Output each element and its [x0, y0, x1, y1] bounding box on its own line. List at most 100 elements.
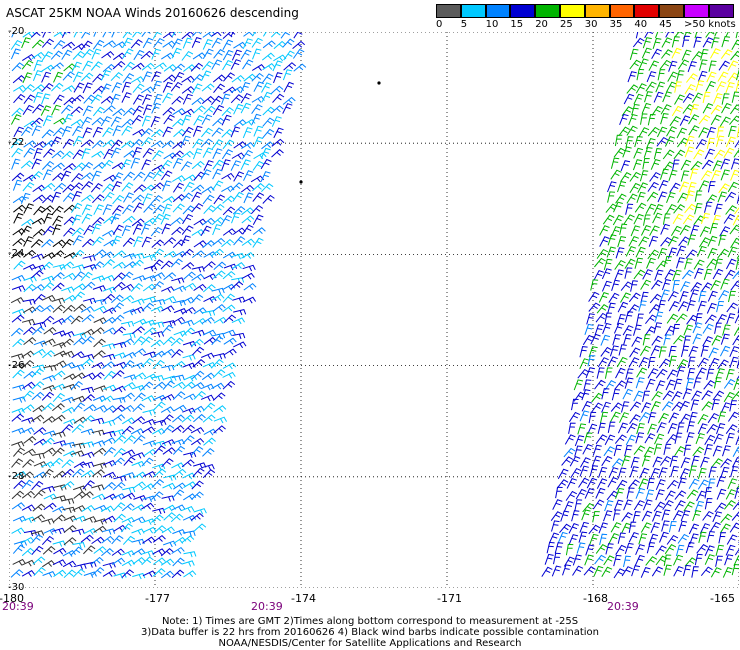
wind-barb: [212, 224, 222, 236]
wind-barb: [121, 140, 135, 149]
wind-barb: [734, 487, 739, 499]
wind-barb: [212, 303, 226, 312]
wind-barb: [72, 50, 85, 60]
wind-barb: [101, 159, 114, 170]
wind-barb: [715, 135, 725, 147]
wind-barb: [212, 74, 226, 83]
wind-barb: [574, 445, 583, 457]
wind-barb: [710, 114, 722, 126]
wind-barb: [233, 236, 246, 246]
wind-barb: [100, 505, 115, 513]
wind-barb: [161, 324, 174, 335]
wind-barb: [222, 371, 236, 379]
wind-barb: [273, 40, 287, 50]
wind-barb: [111, 557, 126, 565]
wind-barb: [12, 396, 26, 403]
wind-barb: [182, 435, 195, 445]
wind-barb: [651, 105, 663, 116]
wind-barb: [708, 347, 719, 359]
lat-lon-grid: [9, 32, 739, 588]
wind-barb: [50, 457, 64, 467]
wind-barb: [81, 213, 93, 224]
wind-barb: [576, 542, 586, 554]
wind-barb: [93, 317, 107, 325]
wind-barb: [645, 203, 657, 215]
wind-barb: [702, 91, 711, 104]
wind-barb: [200, 383, 215, 391]
wind-barb: [579, 465, 589, 477]
wind-barb: [638, 478, 649, 490]
wind-barb: [143, 275, 157, 282]
wind-barb: [171, 569, 185, 579]
wind-barb: [61, 350, 75, 358]
wind-barb: [721, 93, 730, 105]
wind-barb: [736, 194, 739, 204]
wind-barb: [584, 323, 594, 335]
wind-barb: [697, 479, 709, 490]
wind-barb: [71, 351, 85, 359]
wind-barb: [111, 82, 122, 93]
wind-barb: [122, 204, 134, 215]
wind-barb: [91, 261, 105, 270]
wind-barb: [112, 60, 126, 70]
wind-barb: [241, 207, 255, 216]
wind-barb: [82, 335, 95, 345]
wind-barb: [593, 269, 604, 281]
wind-barb: [202, 414, 216, 423]
wind-barb: [619, 223, 628, 235]
wind-barb: [22, 516, 36, 524]
wind-barb: [635, 32, 643, 39]
wind-barb: [111, 32, 120, 38]
wind-barb: [706, 530, 715, 543]
wind-barb: [93, 305, 107, 313]
wind-barb: [723, 378, 736, 389]
wind-barb: [151, 321, 165, 328]
colorbar-swatch: [485, 4, 511, 18]
time-label: 20:39: [251, 600, 283, 613]
wind-barb: [52, 527, 66, 535]
wind-barb: [695, 80, 705, 92]
wind-barb: [20, 160, 34, 169]
wind-barb: [202, 32, 216, 38]
wind-barb: [665, 379, 676, 391]
wind-barb: [601, 268, 612, 280]
wind-barb: [605, 203, 618, 213]
wind-barb: [53, 71, 64, 83]
wind-barb: [130, 428, 145, 435]
wind-barb: [680, 159, 692, 171]
wind-barb: [83, 404, 97, 412]
wind-barb: [698, 237, 711, 248]
wind-barb: [702, 510, 714, 521]
wind-barb: [181, 75, 195, 83]
wind-barb: [714, 32, 718, 37]
wind-barb: [629, 48, 639, 60]
wind-barb: [556, 479, 569, 489]
wind-barb: [211, 287, 225, 295]
wind-barb: [112, 125, 123, 137]
wind-barb: [586, 313, 595, 325]
wind-barb: [181, 126, 194, 137]
wind-barb: [12, 338, 25, 348]
wind-barb: [711, 398, 720, 411]
colorbar-label: 45: [659, 19, 672, 30]
wind-barb: [173, 404, 187, 412]
wind-barb: [231, 74, 245, 83]
wind-barb: [688, 346, 699, 357]
wind-barb: [122, 253, 137, 260]
wind-barb: [644, 326, 656, 337]
wind-barb: [555, 486, 563, 499]
wind-barb: [253, 136, 264, 148]
wind-barb: [201, 114, 213, 125]
wind-barb: [610, 402, 623, 412]
wind-barb: [201, 60, 214, 71]
wind-barb: [191, 191, 202, 203]
wind-barb: [73, 337, 86, 346]
wind-barb: [200, 394, 215, 402]
wind-barb: [595, 434, 608, 445]
wind-barb: [624, 542, 634, 554]
wind-barb: [182, 327, 196, 336]
wind-barb: [153, 62, 167, 70]
wind-barb: [729, 356, 739, 368]
wind-barb: [707, 235, 718, 247]
wind-barb: [41, 535, 55, 546]
